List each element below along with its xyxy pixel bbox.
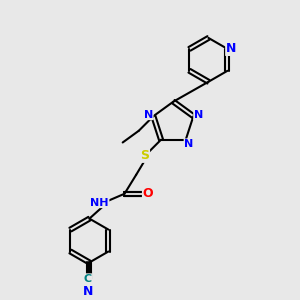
Text: N: N <box>144 110 153 120</box>
Text: NH: NH <box>90 198 109 208</box>
Text: S: S <box>140 149 149 162</box>
Text: O: O <box>142 187 153 200</box>
Text: C: C <box>84 274 92 284</box>
Text: N: N <box>194 110 203 120</box>
Text: N: N <box>83 285 93 298</box>
Text: N: N <box>226 42 236 56</box>
Text: N: N <box>184 139 194 149</box>
